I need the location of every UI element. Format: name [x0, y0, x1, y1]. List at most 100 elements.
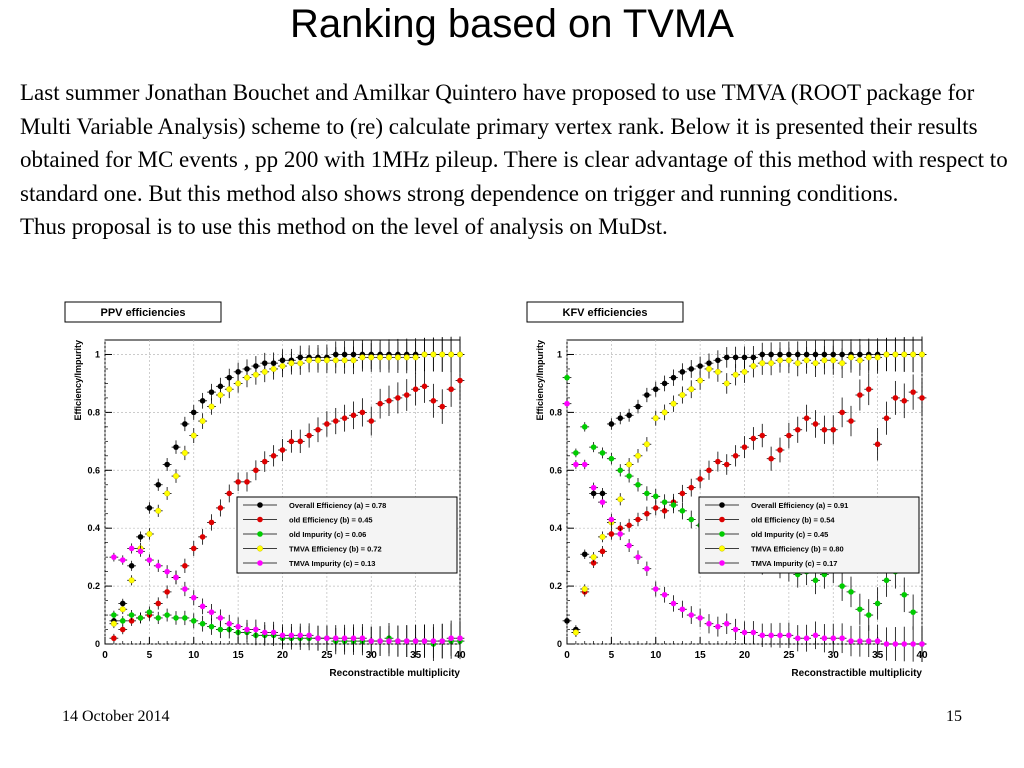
- x-tick-label: 5: [147, 650, 153, 661]
- data-point: [110, 620, 117, 627]
- data-point: [768, 360, 775, 367]
- data-point: [830, 357, 837, 364]
- data-point: [270, 365, 277, 372]
- data-point: [377, 354, 384, 361]
- data-point: [670, 600, 677, 607]
- data-point: [910, 641, 916, 647]
- series-4: [109, 543, 465, 659]
- data-point: [786, 432, 792, 439]
- data-point: [794, 635, 801, 642]
- data-point: [439, 403, 446, 410]
- data-point: [155, 507, 162, 514]
- data-point: [839, 635, 845, 642]
- data-point: [111, 635, 117, 642]
- data-point: [217, 383, 224, 390]
- data-point: [235, 369, 241, 375]
- data-point: [217, 615, 224, 621]
- legend-marker: [718, 545, 725, 552]
- data-point: [155, 615, 162, 621]
- data-point: [119, 626, 126, 633]
- data-point: [297, 360, 304, 367]
- y-tick-label: 0.6: [87, 465, 100, 475]
- data-point: [892, 351, 899, 358]
- data-point: [874, 441, 881, 448]
- data-point: [786, 632, 792, 639]
- data-point: [812, 577, 819, 584]
- data-point: [812, 421, 819, 427]
- data-point: [759, 432, 766, 439]
- data-point: [919, 395, 925, 401]
- data-point: [368, 638, 375, 644]
- data-point: [217, 505, 224, 511]
- y-tick-label: 0.2: [87, 581, 100, 591]
- data-point: [208, 609, 215, 615]
- data-point: [705, 365, 712, 372]
- data-point: [865, 612, 872, 618]
- data-point: [190, 618, 197, 624]
- x-tick-label: 25: [321, 650, 333, 661]
- data-point: [190, 409, 197, 416]
- data-point: [626, 473, 632, 479]
- data-point: [244, 626, 250, 633]
- data-point: [706, 467, 712, 474]
- data-point: [164, 461, 170, 468]
- data-point: [164, 589, 170, 595]
- data-point: [111, 554, 117, 560]
- data-point: [821, 426, 828, 433]
- data-point: [359, 354, 366, 361]
- data-point: [119, 600, 126, 607]
- data-point: [137, 548, 144, 555]
- data-point: [661, 380, 668, 387]
- data-point: [119, 606, 126, 613]
- data-point: [119, 557, 126, 563]
- data-point: [732, 453, 739, 459]
- data-point: [164, 490, 171, 497]
- data-point: [679, 508, 686, 514]
- data-point: [155, 600, 162, 607]
- data-point: [564, 400, 570, 407]
- data-point: [306, 632, 312, 639]
- y-tick-label: 0.2: [549, 581, 562, 591]
- data-point: [794, 426, 801, 433]
- data-point: [617, 531, 624, 537]
- legend-marker: [257, 531, 263, 537]
- data-point: [652, 586, 659, 592]
- data-point: [901, 641, 908, 647]
- data-point: [714, 368, 721, 375]
- data-point: [715, 458, 721, 465]
- data-point: [341, 635, 348, 642]
- data-point: [617, 496, 624, 503]
- data-point: [608, 455, 615, 462]
- data-point: [182, 586, 188, 592]
- data-point: [164, 612, 170, 618]
- data-point: [226, 386, 233, 393]
- data-point: [830, 635, 837, 642]
- data-point: [581, 424, 588, 430]
- data-point: [635, 554, 641, 560]
- paragraph-1: Last summer Jonathan Bouchet and Amilkar…: [20, 80, 1008, 206]
- data-point: [697, 476, 703, 482]
- data-point: [208, 519, 215, 526]
- data-point: [172, 473, 179, 480]
- data-point: [323, 357, 330, 364]
- data-point: [635, 481, 641, 488]
- data-point: [430, 398, 437, 404]
- data-point: [199, 418, 206, 425]
- data-point: [652, 493, 659, 500]
- legend-entry: old Impurity (c) = 0.45: [751, 530, 828, 539]
- data-point: [564, 618, 570, 624]
- data-point: [581, 551, 588, 558]
- legend-marker: [257, 502, 263, 508]
- data-point: [590, 444, 597, 450]
- data-point: [839, 409, 845, 416]
- data-point: [581, 461, 588, 468]
- data-point: [128, 577, 135, 584]
- data-point: [732, 371, 739, 378]
- data-point: [643, 441, 650, 448]
- chart-title-box: [526, 301, 684, 323]
- data-point: [199, 398, 206, 404]
- data-point: [901, 591, 908, 598]
- data-point: [377, 400, 383, 407]
- x-tick-label: 10: [650, 650, 662, 661]
